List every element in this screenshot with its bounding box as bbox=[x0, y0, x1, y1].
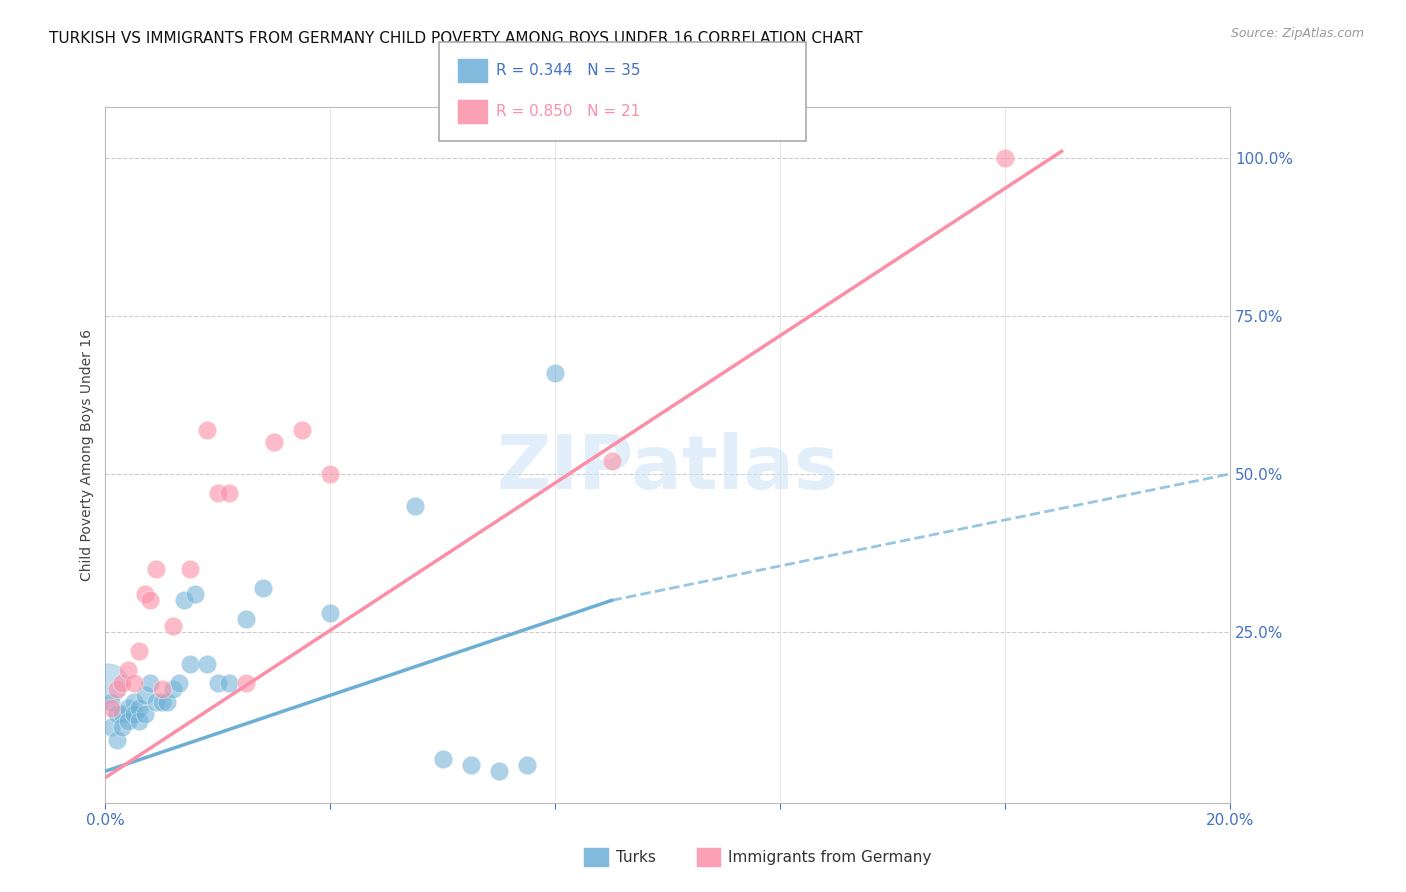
Point bbox=[218, 675, 240, 690]
Point bbox=[162, 618, 184, 632]
Point bbox=[117, 701, 139, 715]
Point bbox=[111, 675, 134, 690]
Point bbox=[516, 757, 538, 772]
Point bbox=[432, 751, 454, 765]
Point bbox=[145, 695, 167, 709]
Point bbox=[488, 764, 510, 779]
Point bbox=[544, 366, 567, 380]
Point bbox=[179, 562, 201, 576]
Point bbox=[105, 681, 128, 696]
Point bbox=[150, 681, 173, 696]
Point bbox=[218, 486, 240, 500]
Point bbox=[156, 695, 179, 709]
Point bbox=[150, 695, 173, 709]
Point bbox=[252, 581, 274, 595]
Point bbox=[117, 663, 139, 677]
Text: R = 0.850   N = 21: R = 0.850 N = 21 bbox=[496, 104, 641, 119]
Point bbox=[173, 593, 195, 607]
Point bbox=[319, 467, 342, 481]
Point bbox=[100, 695, 122, 709]
Point bbox=[195, 423, 218, 437]
Point bbox=[139, 593, 162, 607]
Point bbox=[105, 732, 128, 747]
Y-axis label: Child Poverty Among Boys Under 16: Child Poverty Among Boys Under 16 bbox=[80, 329, 94, 581]
Point bbox=[122, 707, 145, 722]
Point bbox=[100, 720, 122, 734]
Point bbox=[145, 562, 167, 576]
Point bbox=[167, 675, 190, 690]
Text: Turks: Turks bbox=[616, 850, 655, 864]
Point bbox=[111, 720, 134, 734]
Point bbox=[134, 707, 156, 722]
Point bbox=[162, 681, 184, 696]
Point bbox=[134, 688, 156, 702]
Point bbox=[291, 423, 314, 437]
Point bbox=[319, 606, 342, 620]
Text: ZIPatlas: ZIPatlas bbox=[496, 433, 839, 506]
Point bbox=[207, 486, 229, 500]
Text: R = 0.344   N = 35: R = 0.344 N = 35 bbox=[496, 63, 641, 78]
Point bbox=[184, 587, 207, 601]
Point bbox=[139, 675, 162, 690]
Point bbox=[122, 675, 145, 690]
Point bbox=[235, 675, 257, 690]
Point bbox=[404, 499, 426, 513]
Point bbox=[105, 707, 128, 722]
Point bbox=[460, 757, 482, 772]
Point bbox=[195, 657, 218, 671]
Point bbox=[207, 675, 229, 690]
Point bbox=[600, 454, 623, 468]
Text: TURKISH VS IMMIGRANTS FROM GERMANY CHILD POVERTY AMONG BOYS UNDER 16 CORRELATION: TURKISH VS IMMIGRANTS FROM GERMANY CHILD… bbox=[49, 31, 863, 46]
Point bbox=[134, 587, 156, 601]
Text: Source: ZipAtlas.com: Source: ZipAtlas.com bbox=[1230, 27, 1364, 40]
Point bbox=[179, 657, 201, 671]
Point bbox=[122, 695, 145, 709]
Text: Immigrants from Germany: Immigrants from Germany bbox=[728, 850, 932, 864]
Point bbox=[117, 714, 139, 728]
Point bbox=[263, 435, 285, 450]
Point bbox=[128, 644, 150, 658]
Point bbox=[97, 675, 120, 690]
Point bbox=[994, 151, 1017, 165]
Point bbox=[128, 714, 150, 728]
Point bbox=[235, 612, 257, 626]
Point bbox=[111, 707, 134, 722]
Point bbox=[128, 701, 150, 715]
Point bbox=[100, 701, 122, 715]
